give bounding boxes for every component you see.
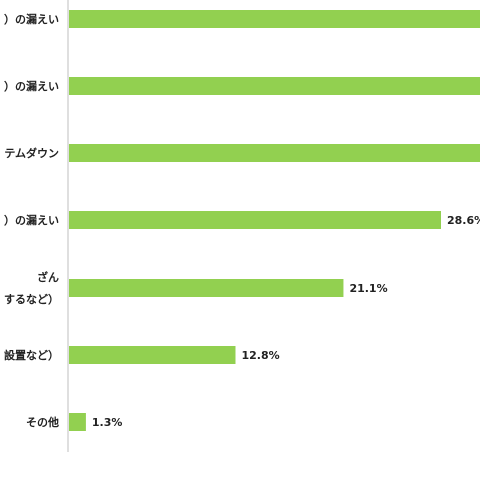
- value-label: 1.3%: [92, 416, 123, 429]
- bar: [69, 77, 480, 95]
- category-label: するなど）: [4, 293, 59, 306]
- category-label: 設置など）: [4, 348, 59, 362]
- bar: [69, 413, 86, 431]
- bar: [69, 10, 480, 28]
- bar: [69, 279, 344, 297]
- category-label: ）の漏えい: [4, 12, 59, 26]
- bar: [69, 144, 480, 162]
- value-label: 21.1%: [349, 282, 387, 295]
- bar: [69, 346, 236, 364]
- category-label: テムダウン: [4, 146, 59, 160]
- category-label: ）の漏えい: [4, 213, 59, 227]
- bar: [69, 211, 441, 229]
- value-label: 28.6%: [447, 214, 480, 227]
- bars-layer: [69, 10, 480, 431]
- value-label: 12.8%: [241, 349, 279, 362]
- value-labels: 28.6% 21.1% 12.8% 1.3%: [92, 214, 480, 429]
- category-label: その他: [26, 415, 59, 429]
- category-label: ）の漏えい: [4, 79, 59, 93]
- category-label: ざん: [37, 270, 59, 284]
